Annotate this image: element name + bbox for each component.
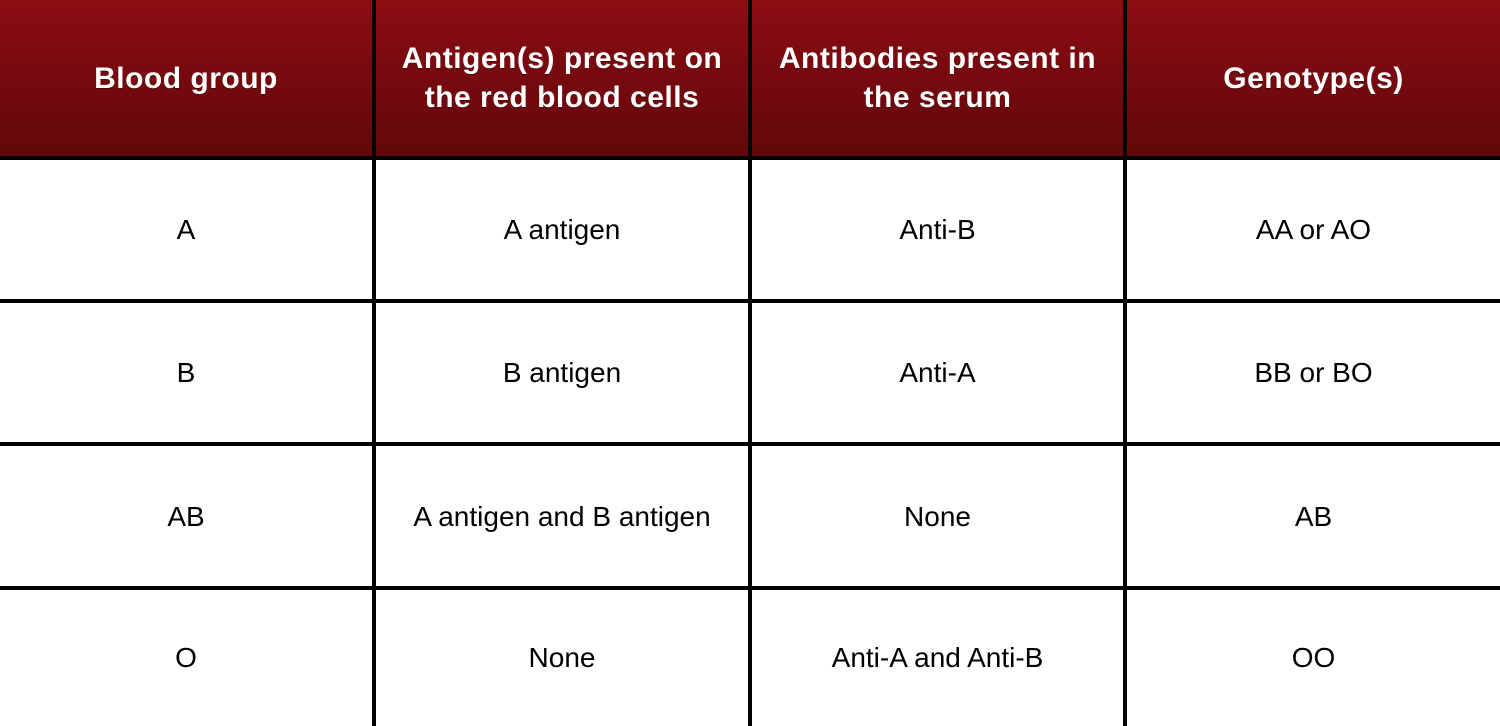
table-header: Blood group Antigen(s) present on the re… (0, 0, 1500, 158)
cell-antibodies: Anti-A (750, 301, 1125, 444)
cell-antibodies: Anti-B (750, 158, 1125, 301)
cell-antigens: None (374, 588, 750, 726)
cell-antigens: B antigen (374, 301, 750, 444)
blood-group-table: Blood group Antigen(s) present on the re… (0, 0, 1500, 726)
cell-genotypes: AA or AO (1125, 158, 1500, 301)
cell-blood-group: AB (0, 444, 374, 587)
cell-antigens: A antigen (374, 158, 750, 301)
cell-antibodies: Anti-A and Anti-B (750, 588, 1125, 726)
cell-blood-group: O (0, 588, 374, 726)
cell-blood-group: B (0, 301, 374, 444)
table-row: B B antigen Anti-A BB or BO (0, 301, 1500, 444)
cell-blood-group: A (0, 158, 374, 301)
cell-antigens: A antigen and B antigen (374, 444, 750, 587)
table-row: A A antigen Anti-B AA or AO (0, 158, 1500, 301)
table-body: A A antigen Anti-B AA or AO B B antigen … (0, 158, 1500, 726)
cell-genotypes: BB or BO (1125, 301, 1500, 444)
table-row: O None Anti-A and Anti-B OO (0, 588, 1500, 726)
cell-genotypes: AB (1125, 444, 1500, 587)
cell-antibodies: None (750, 444, 1125, 587)
col-header-genotypes: Genotype(s) (1125, 0, 1500, 158)
col-header-blood-group: Blood group (0, 0, 374, 158)
cell-genotypes: OO (1125, 588, 1500, 726)
col-header-antibodies: Antibodies present in the serum (750, 0, 1125, 158)
col-header-antigens: Antigen(s) present on the red blood cell… (374, 0, 750, 158)
table-row: AB A antigen and B antigen None AB (0, 444, 1500, 587)
